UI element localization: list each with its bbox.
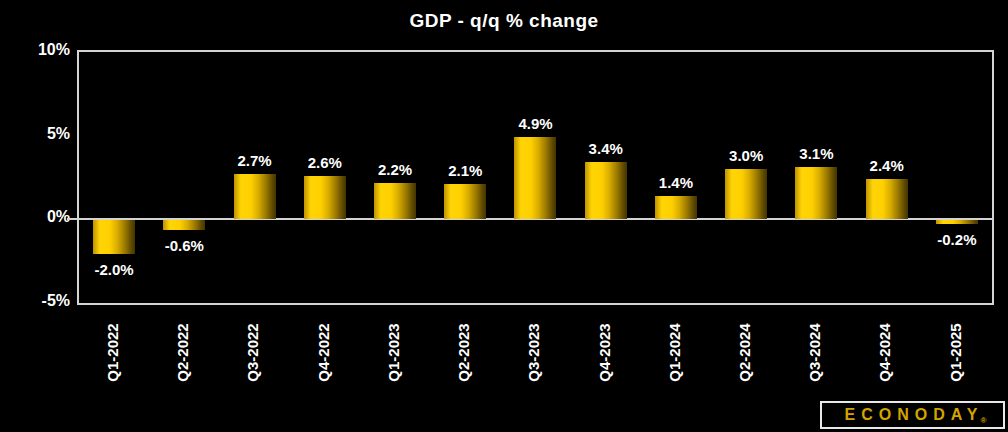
econoday-logo: ECONODAY ® <box>820 401 1005 429</box>
x-axis-label-q4-2022: Q4-2022 <box>314 323 331 381</box>
bar-slot-q1-2024: 1.4% <box>641 52 711 303</box>
x-axis-label-q3-2022: Q3-2022 <box>244 323 261 381</box>
bar-q4-2024 <box>866 179 908 219</box>
x-axis-label-q2-2022: Q2-2022 <box>174 323 191 381</box>
bar-slot-q2-2022: -0.6% <box>149 52 219 303</box>
x-axis-label-q1-2025: Q1-2025 <box>946 323 963 381</box>
x-axis-label-q2-2024: Q2-2024 <box>736 323 753 381</box>
bar-q3-2023 <box>514 137 556 219</box>
x-axis-cell-q2-2024: Q2-2024 <box>709 305 779 400</box>
bar-q1-2025 <box>936 220 978 223</box>
x-axis-cell-q4-2022: Q4-2022 <box>288 305 358 400</box>
bar-q2-2023 <box>444 184 486 219</box>
x-axis-cell-q3-2024: Q3-2024 <box>779 305 849 400</box>
bar-value-label-q2-2023: 2.1% <box>448 162 482 180</box>
bar-value-label-q1-2022: -2.0% <box>95 261 134 279</box>
x-axis: Q1-2022 Q2-2022 Q3-2022 Q4-2022 Q1-2023 Q2-20… <box>77 305 990 400</box>
x-axis-cell-q4-2023: Q4-2023 <box>569 305 639 400</box>
x-axis-label-q1-2022: Q1-2022 <box>104 323 121 381</box>
y-axis-label-10pct: 10% <box>0 39 70 61</box>
bar-value-label-q4-2024: 2.4% <box>870 157 904 175</box>
bar-value-label-q4-2022: 2.6% <box>308 154 342 172</box>
x-axis-label-q3-2024: Q3-2024 <box>806 323 823 381</box>
x-axis-label-q4-2023: Q4-2023 <box>595 323 612 381</box>
x-axis-label-q4-2024: Q4-2024 <box>876 323 893 381</box>
bar-q1-2024 <box>655 196 697 219</box>
x-axis-cell-q1-2023: Q1-2023 <box>358 305 428 400</box>
bar-q4-2023 <box>585 162 627 219</box>
x-axis-label-q1-2024: Q1-2024 <box>665 323 682 381</box>
bar-slot-q4-2023: 3.4% <box>571 52 641 303</box>
x-axis-label-q3-2023: Q3-2023 <box>525 323 542 381</box>
chart-title: GDP - q/q % change <box>0 10 1008 32</box>
bar-slot-q1-2023: 2.2% <box>360 52 430 303</box>
bar-slot-q2-2024: 3.0% <box>711 52 781 303</box>
x-axis-cell-q1-2024: Q1-2024 <box>639 305 709 400</box>
plot-area: -2.0% -0.6% 2.7% 2.6% 2.2% 2.1% 4.9% 3.4% 1.4% 3.… <box>77 50 994 305</box>
x-axis-cell-q2-2023: Q2-2023 <box>428 305 498 400</box>
x-axis-cell-q2-2022: Q2-2022 <box>147 305 217 400</box>
bar-q3-2022 <box>234 174 276 219</box>
bar-slot-q4-2024: 2.4% <box>852 52 922 303</box>
bar-slot-q3-2023: 4.9% <box>500 52 570 303</box>
bar-slot-q4-2022: 2.6% <box>290 52 360 303</box>
y-axis-label--5pct: -5% <box>0 290 70 312</box>
x-axis-cell-q3-2022: Q3-2022 <box>217 305 287 400</box>
bar-slot-q2-2023: 2.1% <box>430 52 500 303</box>
x-axis-cell-q1-2022: Q1-2022 <box>77 305 147 400</box>
bar-slot-q3-2024: 3.1% <box>781 52 851 303</box>
bar-q1-2022 <box>93 220 135 253</box>
bar-slot-q1-2025: -0.2% <box>922 52 992 303</box>
bar-value-label-q1-2024: 1.4% <box>659 174 693 192</box>
bar-value-label-q2-2022: -0.6% <box>165 237 204 255</box>
bar-slot-q1-2022: -2.0% <box>79 52 149 303</box>
registered-trademark-icon: ® <box>981 416 987 425</box>
x-axis-label-q2-2023: Q2-2023 <box>455 323 472 381</box>
x-axis-label-q1-2023: Q1-2023 <box>385 323 402 381</box>
bar-value-label-q3-2024: 3.1% <box>799 145 833 163</box>
bar-q2-2022 <box>163 220 205 230</box>
x-axis-cell-q4-2024: Q4-2024 <box>850 305 920 400</box>
bar-value-label-q4-2023: 3.4% <box>589 140 623 158</box>
bar-q4-2022 <box>304 176 346 220</box>
bar-q1-2023 <box>374 183 416 220</box>
bar-q3-2024 <box>795 167 837 219</box>
gdp-chart: GDP - q/q % change 10% 5% 0% -5% -2.0% -0.6%… <box>0 0 1008 432</box>
x-axis-cell-q1-2025: Q1-2025 <box>920 305 990 400</box>
econoday-logo-text: ECONODAY <box>845 406 984 424</box>
y-axis-label-5pct: 5% <box>0 123 70 145</box>
bar-q2-2024 <box>725 169 767 219</box>
x-axis-cell-q3-2023: Q3-2023 <box>498 305 568 400</box>
bar-value-label-q1-2023: 2.2% <box>378 161 412 179</box>
bar-value-label-q1-2025: -0.2% <box>937 231 976 249</box>
bar-value-label-q3-2023: 4.9% <box>518 115 552 133</box>
bar-slot-q3-2022: 2.7% <box>219 52 289 303</box>
y-axis-label-0pct: 0% <box>0 206 70 228</box>
bar-value-label-q3-2022: 2.7% <box>237 152 271 170</box>
bar-value-label-q2-2024: 3.0% <box>729 147 763 165</box>
